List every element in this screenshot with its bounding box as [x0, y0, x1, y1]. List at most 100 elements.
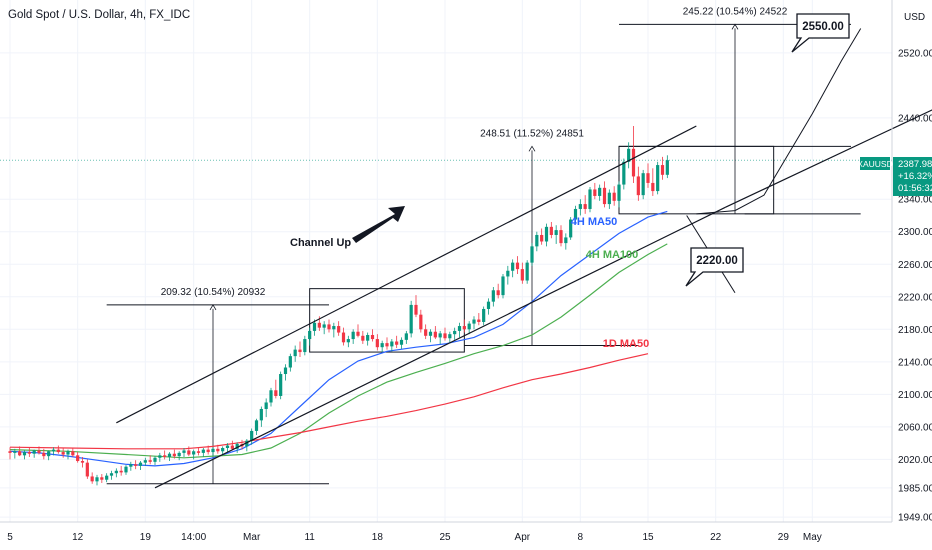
candle-body — [158, 455, 162, 458]
time-tick-label: 18 — [372, 532, 384, 543]
candle-body — [264, 402, 268, 409]
price-tick-label: 2220.00 — [898, 292, 932, 303]
candle-body — [496, 290, 500, 296]
candle-body — [549, 226, 553, 235]
candle-body — [612, 192, 616, 201]
price-axis[interactable]: 1949.00 1985.00 2020.00 2060.00 2100.00 2140.… — [898, 48, 932, 523]
candle-body — [424, 329, 428, 336]
candle-body — [665, 160, 669, 175]
candle-body — [254, 420, 259, 431]
candle-body — [462, 326, 466, 330]
candle-body — [607, 192, 611, 205]
candle-body — [341, 332, 346, 343]
candle-body — [559, 230, 563, 244]
time-tick-label: 14:00 — [181, 532, 206, 543]
candle-body — [554, 230, 558, 235]
candle-body — [390, 341, 394, 347]
channel-label: Channel Up — [290, 237, 351, 249]
candle-body — [308, 330, 312, 340]
channel-lower-extension — [725, 109, 932, 208]
candle-body — [651, 182, 655, 192]
price-tick-label: 2140.00 — [898, 357, 932, 368]
time-tick-label: Apr — [515, 532, 531, 543]
candle-body — [42, 452, 46, 457]
candle-body — [361, 335, 365, 341]
candle-body — [283, 367, 288, 375]
candle-body — [90, 476, 94, 482]
candle-body — [370, 334, 375, 340]
candle-body — [501, 276, 505, 296]
candle-body — [540, 234, 544, 242]
price-badge-countdown: 01:56:32 — [898, 183, 932, 194]
measure-arrow — [731, 23, 739, 30]
candle-body — [109, 473, 114, 476]
price-tick-label: 2340.00 — [898, 195, 932, 206]
time-axis[interactable]: 5 12 19 14:00 Mar 11 18 25 Apr 8 15 22 29 May — [7, 532, 822, 543]
ma-label: 1D MA50 — [603, 338, 649, 350]
time-tick-label: 25 — [439, 532, 451, 543]
candle-body — [187, 450, 191, 455]
candle-body — [32, 450, 36, 454]
projection-up-curve — [696, 28, 862, 215]
candle-body — [182, 450, 186, 453]
candle-body — [119, 470, 123, 473]
candle-body — [153, 457, 157, 462]
candle-body — [385, 343, 389, 347]
candle-body — [583, 204, 587, 209]
candle-body — [346, 339, 350, 343]
candle-body — [221, 448, 225, 452]
time-tick-label: 8 — [578, 532, 584, 543]
candle-body — [8, 451, 12, 453]
candle-body — [511, 262, 515, 271]
price-badge-change: +16.32% — [898, 171, 932, 182]
measure-arrow — [209, 304, 217, 311]
price-tick-label: 1985.00 — [898, 483, 932, 494]
candle-body — [312, 322, 317, 331]
candle-body — [235, 443, 239, 449]
target-callout-label: 2220.00 — [696, 255, 738, 267]
candle-body — [259, 408, 263, 421]
candle-body — [660, 165, 665, 175]
candle-body — [177, 452, 181, 457]
candle-body — [322, 324, 326, 328]
candle-body — [61, 452, 65, 455]
candle-body — [216, 448, 220, 452]
candle-body — [274, 390, 278, 396]
price-tick-label: 1949.00 — [898, 513, 932, 524]
candle-body — [327, 324, 331, 330]
candle-body — [419, 314, 423, 330]
candle-body — [230, 445, 234, 449]
chart-title: Gold Spot / U.S. Dollar, 4h, FX_IDC — [8, 9, 191, 21]
candle-body — [124, 466, 128, 473]
candle-body — [100, 477, 104, 480]
candle-body — [47, 451, 51, 457]
time-tick-label: Mar — [243, 532, 261, 543]
candle-body — [27, 452, 31, 454]
price-tick-label: 2020.00 — [898, 455, 932, 466]
candle-body — [617, 184, 621, 201]
candle-body — [250, 430, 254, 441]
candle-body — [51, 449, 56, 452]
candle-body — [211, 448, 215, 453]
candle-body — [269, 390, 273, 403]
measure-arrow — [528, 145, 536, 152]
candle-body — [13, 451, 17, 453]
candle-body — [206, 449, 210, 453]
candle-body — [602, 187, 607, 205]
candle-body — [399, 339, 404, 345]
candle-body — [457, 326, 462, 331]
candle-body — [245, 440, 249, 447]
candle-body — [317, 322, 321, 328]
candle-body — [433, 331, 437, 338]
candle-body — [138, 462, 143, 466]
price-tick-label: 2100.00 — [898, 390, 932, 401]
time-tick-label: 19 — [140, 532, 152, 543]
target-callout-box — [685, 247, 744, 287]
candle-body — [56, 449, 60, 453]
symbol-badge — [860, 157, 890, 170]
price-tick-label: 2440.00 — [898, 113, 932, 124]
price-tick-label: 2520.00 — [898, 48, 932, 59]
candle-body — [129, 464, 133, 467]
